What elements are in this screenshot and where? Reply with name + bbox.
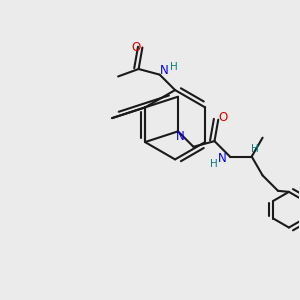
Text: N: N — [160, 64, 169, 77]
Text: O: O — [132, 41, 141, 54]
Text: O: O — [219, 111, 228, 124]
Text: H: H — [210, 160, 218, 170]
Text: H: H — [251, 144, 259, 154]
Text: N: N — [176, 130, 184, 143]
Text: H: H — [170, 62, 177, 72]
Text: N: N — [218, 152, 226, 165]
